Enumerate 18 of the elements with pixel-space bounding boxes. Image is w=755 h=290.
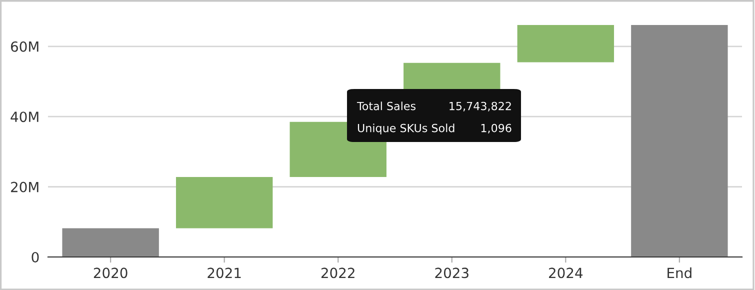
- bar: [517, 25, 614, 62]
- annotation: 1,096: [481, 124, 512, 134]
- bar: [62, 228, 159, 257]
- x-tick-label: End: [668, 267, 692, 278]
- x-tick-label: 2021: [208, 268, 241, 278]
- y-tick-label: 40M: [10, 112, 38, 122]
- y-tick-label: 60M: [10, 41, 38, 52]
- y-tick-label: 20M: [11, 182, 38, 192]
- x-tick-label: 2023: [435, 268, 468, 278]
- annotation: Unique SKUs Sold: [358, 124, 454, 134]
- x-tick-label: 2022: [321, 268, 354, 278]
- x-tick-label: 2020: [94, 268, 128, 278]
- y-tick-label: 0: [32, 252, 39, 262]
- bar: [176, 176, 273, 228]
- x-tick-label: 2024: [549, 268, 583, 278]
- bar: [631, 25, 728, 257]
- annotation: 15,743,822: [450, 102, 511, 112]
- annotation: Total Sales: [356, 102, 416, 110]
